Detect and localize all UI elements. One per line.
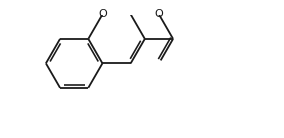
Text: O: O [98, 9, 107, 19]
Text: O: O [154, 9, 163, 19]
